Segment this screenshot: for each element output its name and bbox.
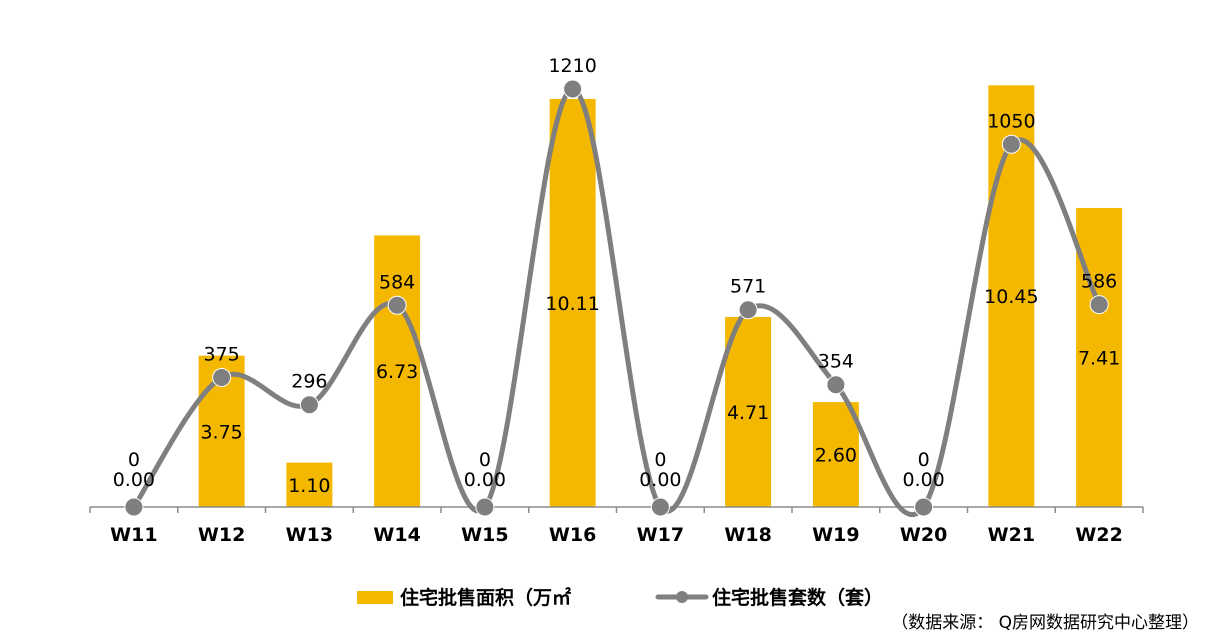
- bar-value-label-W18: 4.71: [727, 402, 769, 424]
- line-value-label-W17: 0: [654, 449, 666, 471]
- line-series-path: [131, 86, 1102, 518]
- x-tick-label-W22: W22: [1075, 524, 1122, 546]
- line-point-W22: [1089, 295, 1109, 315]
- line-value-label-W14: 584: [379, 271, 415, 293]
- x-tick-label-W14: W14: [373, 524, 420, 546]
- line-point-W11: [124, 497, 144, 517]
- bar-value-label-W16: 10.11: [545, 293, 599, 315]
- bar-value-label-W19: 2.60: [815, 445, 857, 467]
- bar-value-label-W20: 0.00: [902, 469, 944, 491]
- line-point-W19: [826, 375, 846, 395]
- line-point-W13: [299, 395, 319, 415]
- legend-bar-label: 住宅批售面积（万㎡: [400, 586, 571, 609]
- line-point-W12: [212, 367, 232, 387]
- source-note: （数据来源： Q房网数据研究中心整理）: [891, 613, 1199, 633]
- legend: 住宅批售面积（万㎡ 住宅批售套数（套）: [357, 586, 883, 609]
- x-tick-label-W19: W19: [812, 524, 859, 546]
- bar-value-label-W12: 3.75: [200, 421, 242, 443]
- legend-line-marker: [676, 591, 688, 603]
- line-value-label-W22: 586: [1081, 271, 1117, 293]
- legend-bar-swatch: [357, 591, 393, 604]
- line-value-label-W15: 0: [479, 449, 491, 471]
- bar-value-label-W21: 10.45: [984, 286, 1038, 308]
- x-tick-label-W12: W12: [198, 524, 245, 546]
- line-point-W14: [387, 295, 407, 315]
- x-tick-label-W17: W17: [637, 524, 684, 546]
- bar-W16: [549, 99, 596, 507]
- x-tick-label-W11: W11: [110, 524, 157, 546]
- line-point-W18: [738, 300, 758, 320]
- bar-W19: [812, 402, 859, 507]
- bar-W21: [988, 85, 1035, 507]
- bar-value-label-W13: 1.10: [288, 475, 330, 497]
- data-labels: 0 375 296 584 0 1210 0 571 354 0 1050 586 0.00 3.75 1.…: [113, 55, 1121, 497]
- line-point-W16: [563, 79, 583, 99]
- bar-value-label-W11: 0.00: [113, 469, 155, 491]
- line-series: [124, 79, 1109, 518]
- line-value-label-W13: 296: [291, 371, 327, 393]
- bar-W14: [374, 235, 421, 507]
- line-value-label-W19: 354: [818, 351, 854, 373]
- x-tick-label-W16: W16: [549, 524, 596, 546]
- bar-value-label-W22: 7.41: [1078, 347, 1120, 369]
- x-tick-label-W15: W15: [461, 524, 508, 546]
- line-point-W20: [914, 497, 934, 517]
- line-point-W15: [475, 497, 495, 517]
- bar-series: [198, 85, 1123, 507]
- line-point-W21: [1001, 134, 1021, 154]
- line-value-label-W20: 0: [918, 449, 930, 471]
- line-point-W17: [650, 497, 670, 517]
- line-value-label-W11: 0: [128, 449, 140, 471]
- x-tick-label-W13: W13: [286, 524, 333, 546]
- bar-W13: [286, 462, 333, 507]
- bar-W18: [725, 316, 772, 507]
- bar-value-label-W15: 0.00: [464, 469, 506, 491]
- line-value-label-W18: 571: [730, 276, 766, 298]
- legend-line-label: 住宅批售套数（套）: [712, 586, 883, 609]
- x-tick-label-W21: W21: [988, 524, 1035, 546]
- bar-value-label-W17: 0.00: [639, 469, 681, 491]
- x-tick-label-W20: W20: [900, 524, 947, 546]
- line-value-label-W12: 375: [203, 343, 239, 365]
- line-value-label-W21: 1050: [987, 110, 1035, 132]
- x-axis-ticks: W11 W12 W13 W14 W15 W16 W17 W18 W19 W20 W21 W22: [89, 507, 1144, 546]
- x-tick-label-W18: W18: [724, 524, 771, 546]
- bar-value-label-W14: 6.73: [376, 361, 418, 383]
- line-value-label-W16: 1210: [548, 55, 596, 77]
